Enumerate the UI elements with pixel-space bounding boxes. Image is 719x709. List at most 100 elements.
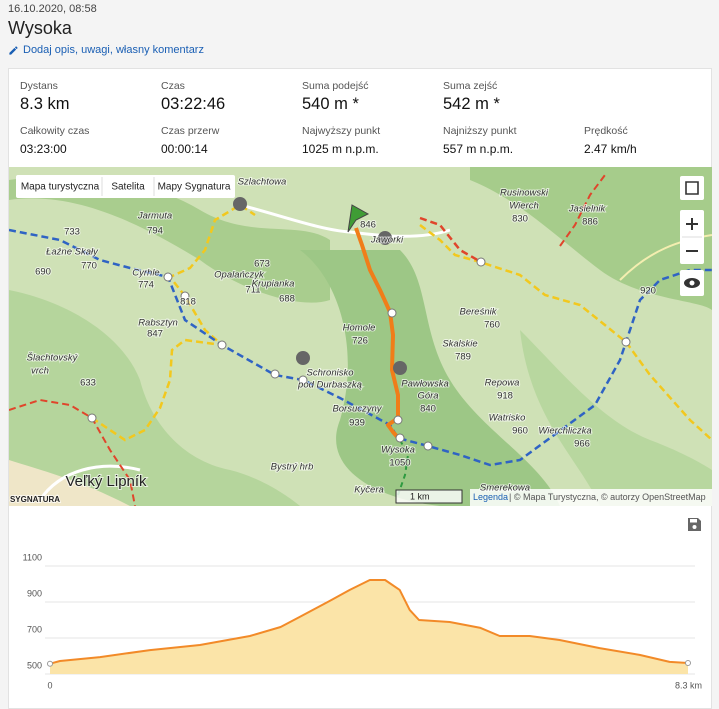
map-scale: 1 km [410,491,430,501]
map-label: 840 [420,404,436,415]
map-attribution: | © Mapa Turystyczna, © autorzy OpenStre… [509,492,706,502]
map-label: Bereśnik [460,307,498,318]
map-label: 846 [360,220,376,231]
save-icon[interactable] [688,518,701,531]
map-label: 770 [81,261,97,272]
map-label: 688 [279,294,295,305]
map-legend-link[interactable]: Legenda [473,492,508,502]
endpoint [685,660,691,667]
map-label: 711 [245,285,260,296]
elevation-area [50,580,688,674]
map-tab[interactable]: Satelita [111,182,145,193]
map-label: 1050 [389,458,410,469]
stat: Prędkość 2.47 km/h [584,125,719,156]
map-label: Cyrhle [132,268,159,279]
map-label: Szlachtowa [238,177,287,188]
stat: Najniższy punkt 557 m n.p.m. [443,125,578,156]
stat: Całkowity czas 03:23:00 [20,125,155,156]
stat-label: Suma podejść [302,80,369,92]
stat-value: 03:22:46 [161,95,226,113]
map-label: SYGNATURA [10,495,60,504]
date: 16.10.2020, 08:58 [8,3,97,15]
map-label: Krupianka [252,279,295,290]
stat-value: 8.3 km [20,95,70,113]
map-label: 847 [147,329,163,340]
stat-label: Prędkość [584,125,628,137]
map-label: 886 [582,217,598,228]
stat-value: 1025 m n.p.m. [302,142,379,156]
stat: Czas 03:22:46 [161,80,296,114]
stat-value: 00:00:14 [161,142,208,156]
y-tick-label: 900 [27,588,42,598]
elevation-line [49,579,689,665]
edit-link[interactable]: Dodaj opis, uwagi, własny komentarz [8,44,204,56]
map-label: Wierchliczka [538,426,591,437]
map-label: Jaworki [370,235,404,246]
map-label: 690 [35,267,51,278]
map-label: 830 [512,214,528,225]
map-label: Wysoka [381,445,415,456]
map-label: 960 [512,426,528,437]
map-label: Veľký Lipník [65,473,147,490]
map-label: 918 [497,391,513,402]
y-tick-label: 700 [27,624,42,634]
map-label: 760 [484,320,500,331]
title: Wysoka [8,18,72,38]
stat-label: Najwyższy punkt [302,125,381,137]
map-label: pod Durbaszką [297,380,362,391]
stat-value: 557 m n.p.m. [443,142,514,156]
stat-label: Suma zejść [443,80,498,92]
map-label: 794 [147,226,163,237]
map-label: Smerekowa [480,483,530,494]
map-label: Šlachtovský [27,353,79,364]
map-label: 920 [640,286,656,297]
map-label: Opalańczyk [214,270,265,281]
map-label: Repowa [485,378,520,389]
stat-value: 540 m * [302,95,359,113]
map[interactable]: Mapa turystyczna Satelita Mapy Sygnatura Sz… [9,167,712,506]
elevation-panel: 500 700 900 1100 0 8.3 km [23,518,702,690]
map-label: Schronisko [307,368,354,379]
stat-label: Najniższy punkt [443,125,517,137]
map-label: Homole [343,323,376,334]
map-label: 673 [254,259,270,270]
stat: Suma zejść 542 m * [443,80,578,114]
x-tick-label: 0 [47,680,52,690]
stat-label: Całkowity czas [20,125,90,137]
map-label: Pawłowska [401,379,449,390]
stat: Najwyższy punkt 1025 m n.p.m. [302,125,437,156]
map-tab[interactable]: Mapy Sygnatura [158,182,231,193]
map-label: 774 [138,280,154,291]
stat-value: 03:23:00 [20,142,67,156]
stat-label: Czas [161,80,185,92]
map-label: 726 [352,336,368,347]
endpoint [47,660,53,667]
stat-label: Czas przerw [161,125,220,137]
map-label: Rabsztyn [138,318,178,329]
map-label: Góra [417,391,438,402]
stat: Czas przerw 00:00:14 [161,125,296,156]
map-label: Borsuczyny [332,404,382,415]
map-label: 789 [455,352,471,363]
map-label: 966 [574,439,590,450]
y-tick-label: 500 [27,660,42,670]
y-tick-label: 1100 [23,552,42,562]
stat: Suma podejść 540 m * [302,80,437,114]
stat: Dystans 8.3 km [20,80,155,114]
map-label: Wierch [509,201,538,212]
map-label: vrch [31,366,49,377]
map-label: Jasielnik [568,204,607,215]
stat-value: 542 m * [443,95,500,113]
map-label: Skalskie [442,339,477,350]
stat-value: 2.47 km/h [584,142,637,156]
map-label: 633 [80,378,96,389]
map-label: 733 [64,227,80,238]
stat-label: Dystans [20,80,58,92]
edit-link-text[interactable]: Dodaj opis, uwagi, własny komentarz [23,44,204,56]
map-label: 818 [180,297,196,308]
map-tab[interactable]: Mapa turystyczna [21,182,100,193]
map-label: Łaźne Skały [46,247,99,258]
map-label: Bystrý hrb [271,462,314,473]
